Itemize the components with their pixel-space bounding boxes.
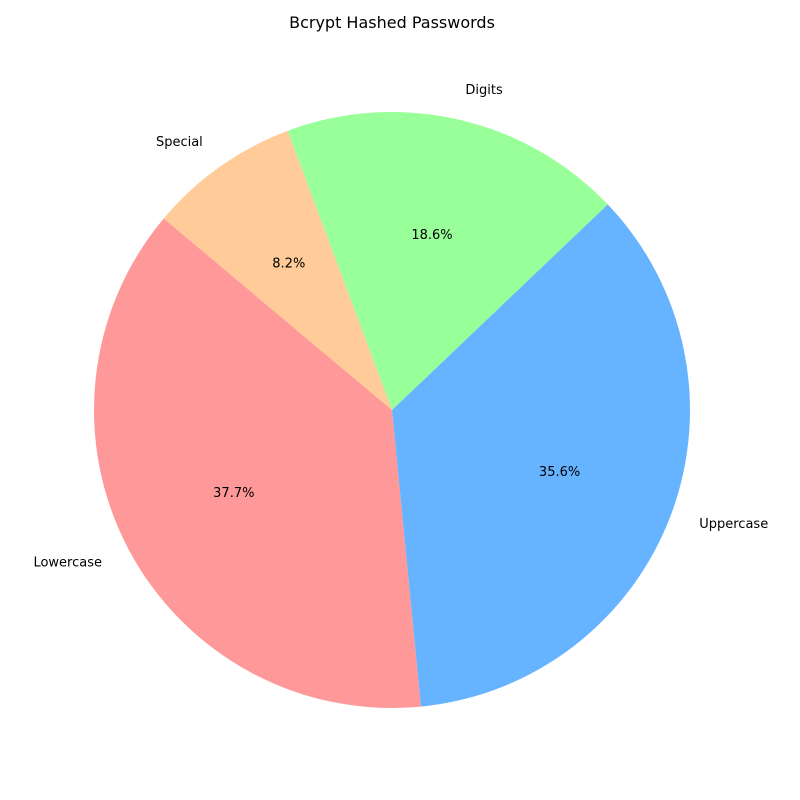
pie-slices xyxy=(93,112,691,709)
pie-slice-special xyxy=(163,130,392,410)
slice-pct-lowercase: 37.7% xyxy=(213,486,254,501)
slice-pct-special: 8.2% xyxy=(272,256,305,271)
pie-slice-uppercase xyxy=(392,204,691,707)
pie-slice-lowercase xyxy=(93,218,421,709)
slice-pct-uppercase: 35.6% xyxy=(539,465,580,480)
pie-labels: Lowercase 37.7% Uppercase 35.6% Digits 18.6% S… xyxy=(33,83,768,570)
slice-label-digits: Digits xyxy=(465,83,503,98)
slice-label-lowercase: Lowercase xyxy=(33,555,102,570)
slice-label-uppercase: Uppercase xyxy=(699,517,768,532)
pie-slice-digits xyxy=(287,112,608,411)
chart-title: Bcrypt Hashed Passwords xyxy=(289,13,495,32)
slice-pct-digits: 18.6% xyxy=(411,228,452,243)
slice-label-special: Special xyxy=(156,135,203,150)
